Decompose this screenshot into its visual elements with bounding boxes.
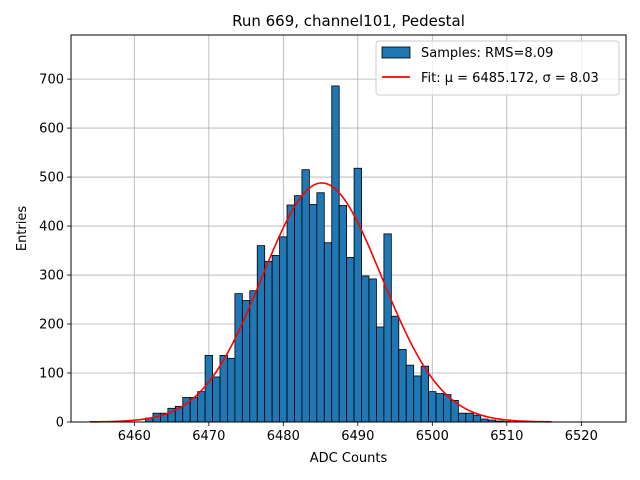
x-tick-label: 6470 — [192, 429, 225, 444]
histogram-bar — [353, 167, 362, 423]
axis-ticks: 6460 6470 6480 6490 6500 6510 6520 0 100 200 300 40… — [39, 73, 598, 444]
histogram-bar — [197, 391, 206, 423]
histogram-bar — [204, 354, 213, 423]
x-axis-label: ADC Counts — [310, 451, 388, 466]
histogram-bar — [264, 260, 273, 423]
legend: Samples: RMS=8.09 Fit: μ = 6485.172, σ =… — [375, 40, 620, 96]
y-tick-label: 100 — [39, 367, 64, 382]
y-tick-label: 600 — [39, 122, 64, 137]
histogram-bar — [346, 257, 355, 423]
histogram-bar — [361, 275, 370, 423]
grid — [71, 35, 626, 423]
histogram-bar — [465, 412, 474, 423]
histogram-bar — [316, 192, 325, 423]
x-tick-label: 6490 — [341, 429, 374, 444]
legend-label-fit: Fit: μ = 6485.172, σ = 8.03 — [421, 71, 599, 86]
histogram-bar — [435, 393, 444, 423]
y-tick-label: 0 — [56, 416, 64, 431]
y-tick-label: 400 — [39, 220, 64, 235]
histogram-bar — [405, 364, 415, 423]
histogram-bars — [145, 85, 511, 423]
legend-swatch-samples — [381, 46, 411, 59]
histogram-bar — [331, 85, 340, 423]
histogram-bar — [249, 290, 258, 423]
x-tick-label: 6500 — [416, 429, 449, 444]
histogram-bar — [428, 391, 437, 423]
x-tick-label: 6480 — [267, 429, 300, 444]
y-tick-label: 300 — [39, 269, 64, 284]
histogram-bar — [368, 278, 377, 423]
histogram-bar — [294, 195, 303, 423]
histogram-bar — [413, 375, 422, 423]
y-tick-label: 700 — [39, 73, 64, 88]
histogram-bar — [189, 397, 199, 423]
histogram-bar — [390, 315, 400, 423]
histogram-bar — [234, 293, 243, 423]
histogram-bar — [383, 233, 392, 423]
y-tick-label: 500 — [39, 171, 64, 186]
histogram-bar — [308, 204, 318, 423]
histogram-bar — [212, 376, 221, 423]
histogram-bar — [227, 357, 236, 423]
histogram-bar — [376, 326, 385, 423]
histogram-bar — [398, 349, 407, 423]
legend-label-samples: Samples: RMS=8.09 — [421, 46, 553, 61]
legend-box — [375, 40, 620, 96]
histogram-bar — [286, 204, 295, 423]
histogram-bar — [323, 242, 333, 423]
histogram-bar — [457, 412, 467, 423]
y-axis-label: Entries — [15, 206, 30, 252]
chart-title: Run 669, channel101, Pedestal — [232, 12, 465, 30]
gaussian-fit-line — [89, 182, 552, 423]
plot-frame — [70, 34, 627, 423]
histogram-bar — [472, 414, 482, 423]
histogram-bar — [301, 169, 310, 423]
x-tick-label: 6460 — [118, 429, 151, 444]
histogram-bar — [271, 255, 280, 423]
histogram-bar — [279, 236, 288, 423]
y-tick-label: 200 — [39, 318, 64, 333]
x-tick-label: 6520 — [565, 429, 598, 444]
histogram-bar — [338, 205, 348, 423]
histogram-bar — [420, 365, 429, 423]
x-tick-label: 6510 — [490, 429, 523, 444]
